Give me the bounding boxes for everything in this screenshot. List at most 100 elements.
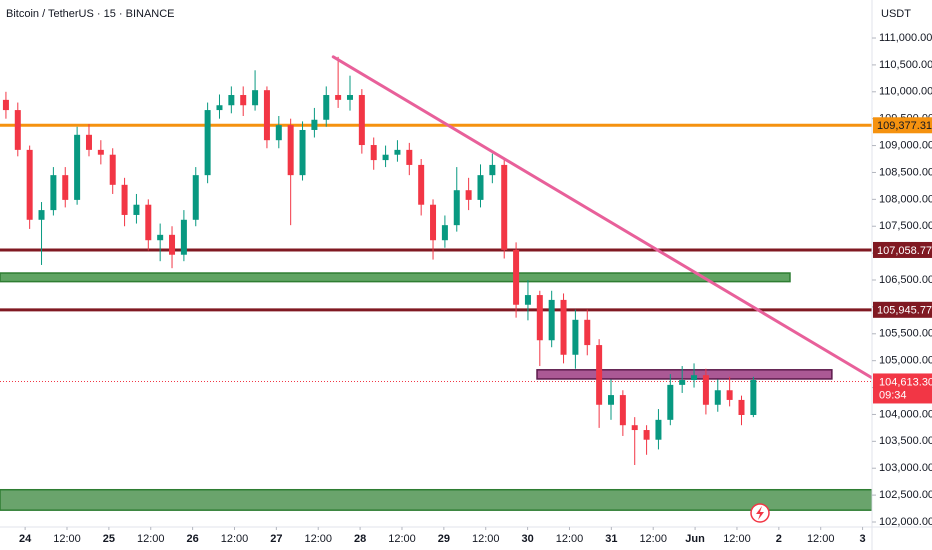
candle-body <box>536 295 543 341</box>
candle-body <box>14 110 21 150</box>
x-tick-label: 29 <box>438 533 450 545</box>
x-tick-label: 24 <box>19 533 32 545</box>
zone <box>0 488 872 511</box>
candle-body <box>750 380 757 415</box>
candle-body <box>596 345 603 405</box>
candle-body <box>584 319 591 346</box>
candle-body <box>311 119 318 130</box>
candle-body <box>465 190 472 200</box>
current-price-label: 104,613.30 <box>879 376 932 388</box>
zone <box>536 369 833 380</box>
candle-body <box>157 234 164 241</box>
candle-body <box>607 395 614 405</box>
currency-label: USDT <box>881 8 911 20</box>
price-tag-label: 109,377.31 <box>877 120 932 132</box>
candle-body <box>489 164 496 176</box>
candle-body <box>287 125 294 176</box>
candle-body <box>655 419 662 440</box>
candle-body <box>240 95 247 106</box>
candle-body <box>370 145 377 161</box>
x-tick-label: 12:00 <box>221 533 249 545</box>
y-tick-label: 102,000.00 <box>879 516 932 528</box>
candle-body <box>691 375 698 381</box>
candle-body <box>643 430 650 440</box>
x-tick-label: 28 <box>354 533 366 545</box>
candle-body <box>2 99 9 111</box>
candle-body <box>275 125 282 141</box>
candle-body <box>169 234 176 255</box>
candle-body <box>477 175 484 200</box>
candle-body <box>524 295 531 305</box>
candle-body <box>216 105 223 111</box>
candle-body <box>358 95 365 146</box>
x-tick-label: 25 <box>103 533 115 545</box>
candle-body <box>738 399 745 415</box>
candle-body <box>263 90 270 141</box>
candle-body <box>619 395 626 426</box>
y-tick-label: 102,500.00 <box>879 489 932 501</box>
x-tick-label: 12:00 <box>556 533 584 545</box>
x-tick-label: 12:00 <box>639 533 667 545</box>
price-axis: 102,000.00 102,500.00 103,000.00 103,500.00… <box>872 32 932 528</box>
candle-body <box>109 154 116 185</box>
candle-body <box>667 384 674 420</box>
candle-body <box>121 184 128 215</box>
trend-line <box>331 55 872 380</box>
zone <box>0 272 791 283</box>
x-tick-label: 27 <box>270 533 282 545</box>
candle-body <box>323 95 330 120</box>
price-tag <box>873 117 932 134</box>
x-tick-label: 12:00 <box>388 533 416 545</box>
candle-body <box>394 149 401 155</box>
y-tick-label: 111,000.00 <box>879 32 932 44</box>
price-tag <box>873 241 932 258</box>
x-tick-label: 31 <box>605 533 617 545</box>
candle-body <box>726 390 733 400</box>
x-tick-label: 12:00 <box>807 533 835 545</box>
candle-body <box>548 299 555 341</box>
y-tick-label: 110,000.00 <box>879 86 932 98</box>
x-tick-label: 12:00 <box>137 533 165 545</box>
y-tick-label: 109,000.00 <box>879 139 932 151</box>
x-tick-label: 26 <box>186 533 198 545</box>
candle-body <box>252 90 259 106</box>
y-tick-label: 108,000.00 <box>879 193 932 205</box>
x-tick-label: 12:00 <box>53 533 81 545</box>
y-tick-label: 110,500.00 <box>879 59 932 71</box>
x-tick-label: 12:00 <box>304 533 332 545</box>
y-tick-label: 103,500.00 <box>879 435 932 447</box>
candle-body <box>572 319 579 355</box>
y-tick-label: 103,000.00 <box>879 462 932 474</box>
candle-body <box>204 110 211 176</box>
candle-body <box>74 134 81 200</box>
candle-body <box>145 204 152 241</box>
countdown-label: 09:34 <box>879 389 907 401</box>
candle-body <box>513 249 520 305</box>
candle-body <box>418 164 425 205</box>
candle-body <box>406 149 413 165</box>
candle-body <box>50 175 57 211</box>
candle-body <box>133 204 140 215</box>
candle-body <box>62 175 69 200</box>
x-tick-label: Jun <box>685 533 705 545</box>
candle-body <box>180 219 187 255</box>
candle-body <box>382 154 389 161</box>
candle-body <box>441 225 448 241</box>
candle-body <box>679 380 686 385</box>
candle-body <box>702 375 709 405</box>
candle-body <box>299 129 306 176</box>
y-tick-label: 106,500.00 <box>879 274 932 286</box>
candle-body <box>631 425 638 431</box>
candle-body <box>714 390 721 405</box>
x-tick-label: 12:00 <box>472 533 500 545</box>
x-tick-label: 3 <box>860 533 866 545</box>
price-tag <box>873 301 932 318</box>
candle-body <box>346 95 353 100</box>
candle-body <box>430 204 437 241</box>
y-tick-label: 105,000.00 <box>879 355 932 367</box>
candle-body <box>453 190 460 226</box>
flash-icon <box>750 503 770 523</box>
y-tick-label: 108,500.00 <box>879 166 932 178</box>
